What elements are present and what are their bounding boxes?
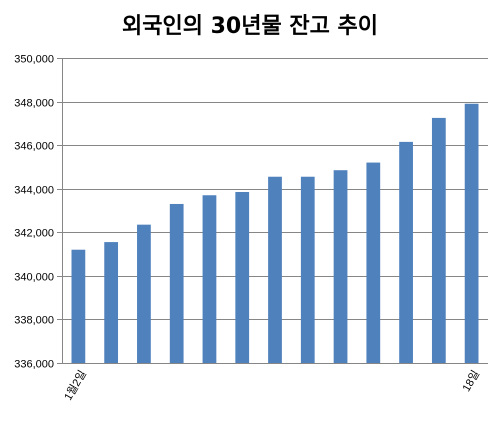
y-tick-label: 340,000	[14, 272, 54, 284]
y-tick-label: 346,000	[14, 141, 54, 153]
y-tick-label: 338,000	[14, 315, 54, 327]
chart-title: 외국인의 30년물 잔고 추이	[122, 14, 378, 39]
bar	[333, 170, 348, 363]
bar	[366, 162, 381, 363]
axes	[62, 58, 488, 364]
bar	[71, 249, 86, 363]
y-tick-label: 350,000	[14, 54, 54, 66]
y-tick-label: 342,000	[14, 228, 54, 240]
x-tick-labels: 1월2일 18일	[61, 368, 483, 403]
x-tick-label: 1월2일	[61, 368, 89, 403]
bar	[235, 191, 250, 363]
bar	[300, 176, 315, 363]
y-tick-label: 336,000	[14, 359, 54, 371]
bar	[464, 103, 479, 363]
y-tick-label: 348,000	[14, 98, 54, 110]
bar	[431, 117, 446, 363]
bar	[104, 242, 119, 363]
bars	[71, 103, 479, 364]
y-tick-labels: 336,000 338,000 340,000 342,000 344,000 346,0…	[14, 54, 54, 371]
bar	[169, 203, 184, 363]
bar	[202, 195, 217, 363]
bar	[137, 224, 151, 363]
bar	[268, 176, 282, 363]
bar	[399, 141, 413, 364]
y-tick-label: 344,000	[14, 185, 54, 197]
x-tick-label: 18일	[459, 368, 482, 394]
